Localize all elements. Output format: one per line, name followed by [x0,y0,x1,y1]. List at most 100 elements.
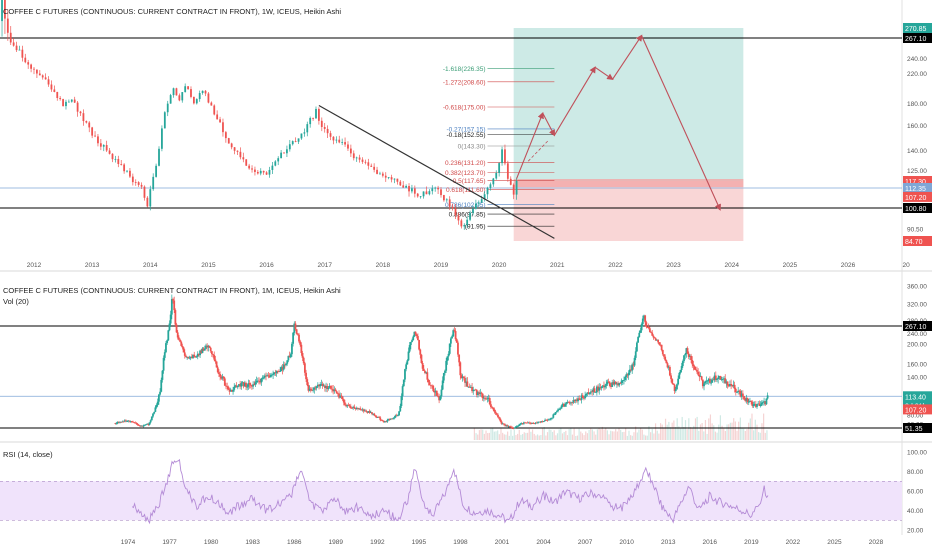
monthly-candle [204,349,206,351]
x-tick-label: 2013 [661,539,676,546]
weekly-candle [205,91,207,94]
weekly-candle [472,209,474,213]
price-badge: 270.85 [905,26,927,33]
monthly-candle [405,364,407,369]
volume-bar [725,431,726,440]
monthly-candle [511,427,513,428]
monthly-candle [392,418,394,419]
monthly-candle [727,381,729,385]
monthly-candle [291,344,293,354]
monthly-candle [379,418,381,420]
monthly-candle [454,330,456,331]
weekly-candle [228,138,230,143]
volume-bar [552,432,553,440]
volume-bar [485,431,486,440]
volume-bar [758,432,759,440]
weekly-candle [388,177,390,178]
weekly-candle [295,141,297,142]
volume-bar [765,433,766,440]
volume-bar [740,418,741,440]
weekly-candle [414,188,416,193]
weekly-candle [367,162,369,165]
monthly-candle [707,380,709,381]
weekly-candle [353,153,355,158]
weekly-candle [501,149,503,163]
weekly-candle [210,103,212,106]
x-tick-label: 2024 [724,262,739,269]
x-tick-label: 2004 [536,539,551,546]
weekly-candle [39,74,41,76]
volume-bar [751,414,752,440]
weekly-candle [437,188,439,190]
volume-bar [477,435,478,440]
weekly-candle [373,167,375,170]
volume-bar [730,423,731,440]
monthly-candle [640,330,642,333]
monthly-candle [452,330,454,336]
weekly-candle [318,109,320,121]
monthly-candle [489,398,491,404]
monthly-candle [159,392,161,395]
monthly-candle [125,420,127,421]
monthly-candle [136,423,138,424]
monthly-candle [492,408,494,410]
monthly-candle [226,386,228,387]
weekly-candle [24,58,26,62]
monthly-candle [442,381,444,390]
weekly-candle [106,145,108,150]
weekly-candle [274,161,276,165]
monthly-candle [343,399,345,402]
x-tick-label: 2015 [201,262,216,269]
rsi-band [0,481,902,520]
volume-indicator-label[interactable]: Vol (20) [3,297,29,306]
monthly-candle [515,427,517,428]
monthly-candle [279,371,281,372]
weekly-candle [347,144,349,148]
weekly-candle [327,129,329,133]
rsi-indicator-label[interactable]: RSI (14, close) [3,450,53,459]
monthly-candle [298,335,300,342]
volume-bar [489,433,490,440]
x-tick-label: 2028 [869,539,884,546]
monthly-candle [393,417,395,418]
monthly-candle [662,350,664,354]
volume-bar [733,418,734,440]
monthly-candle [176,325,178,333]
volume-bar [637,432,638,440]
weekly-candle [141,185,143,187]
x-tick-label: 2010 [619,539,634,546]
volume-bar [731,423,732,440]
volume-bar [569,429,570,440]
weekly-candle [187,86,189,89]
weekly-candle [324,127,326,129]
monthly-candle [517,426,519,427]
x-tick-label: 2023 [666,262,681,269]
volume-bar [540,435,541,440]
x-tick-label: 1980 [204,539,219,546]
x-tick-label: 2026 [841,262,856,269]
monthly-candle [422,363,424,369]
monthly-candle [680,370,682,373]
monthly-candle [359,408,361,409]
weekly-candle [155,166,157,177]
monthly-candle [750,401,752,402]
monthly-candle [561,406,563,409]
fib-level-label: 0.236(131.20) [445,160,485,167]
monthly-candle [415,332,417,335]
monthly-candle [675,389,677,391]
monthly-candle [402,386,404,396]
weekly-candle [492,178,494,184]
volume-bar [492,428,493,440]
weekly-candle [240,152,242,157]
volume-bar [667,425,668,440]
x-tick-label: 2022 [608,262,623,269]
volume-bar [580,432,581,440]
x-tick-label: 2016 [703,539,718,546]
monthly-candle [172,299,174,300]
weekly-candle [385,176,387,178]
weekly-candle [431,188,433,191]
monthly-candle [543,421,545,422]
volume-bar [716,433,717,440]
volume-bar [582,433,583,440]
